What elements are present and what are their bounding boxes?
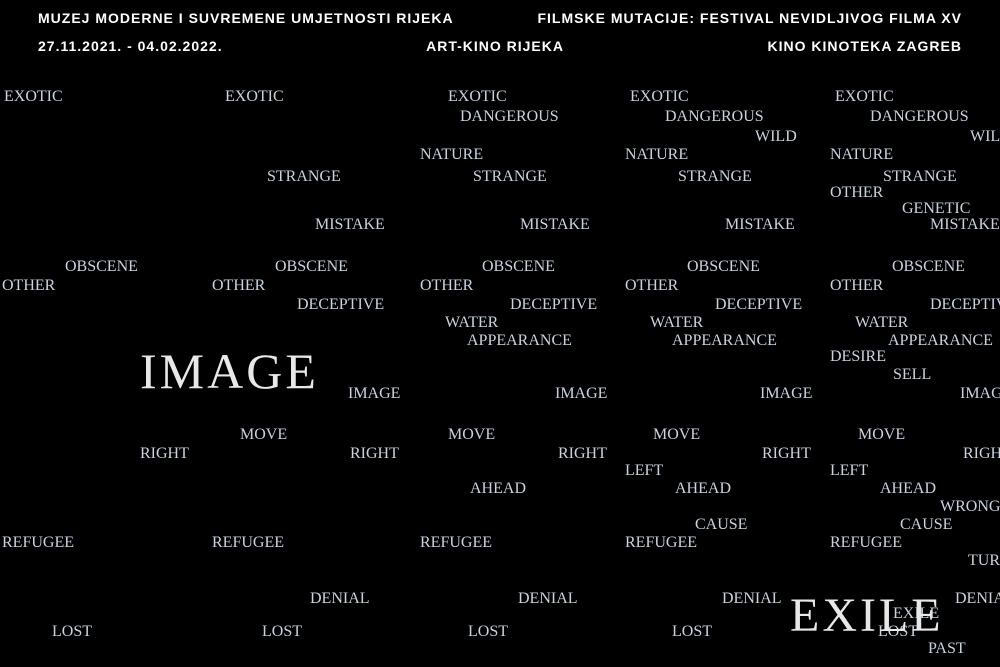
art-word: MOVE <box>448 426 495 444</box>
header-row-2: 27.11.2021. - 04.02.2022. ART-KINO RIJEK… <box>0 26 1000 54</box>
art-word: DANGEROUS <box>665 108 764 126</box>
art-word: NATURE <box>420 146 483 164</box>
art-word: DENIAL <box>518 590 578 608</box>
art-word: WILD <box>755 128 797 146</box>
header-museum: MUZEJ MODERNE I SUVREMENE UMJETNOSTI RIJ… <box>38 10 454 26</box>
art-word: LEFT <box>625 462 663 480</box>
art-word: DECEPTIVE <box>510 296 597 314</box>
header-venue-1: ART-KINO RIJEKA <box>426 38 564 54</box>
art-word: OBSCENE <box>275 258 348 276</box>
art-word: WRONG <box>940 498 1000 516</box>
art-word: LOST <box>672 623 712 641</box>
art-word: APPEARANCE <box>467 332 572 350</box>
art-word: WATER <box>650 314 703 332</box>
art-word: DECEPTIVE <box>715 296 802 314</box>
art-word: LOST <box>52 623 92 641</box>
art-word: RIGHT <box>350 445 399 463</box>
art-word: STRANGE <box>883 168 957 186</box>
art-word: RIGHT <box>963 445 1000 463</box>
art-word: REFUGEE <box>830 534 902 552</box>
art-word: IMAGE <box>960 385 1000 403</box>
art-word: WATER <box>445 314 498 332</box>
art-word: MOVE <box>653 426 700 444</box>
art-word: EXOTIC <box>225 88 284 106</box>
art-word: DECEPTIVE <box>930 296 1000 314</box>
art-word: REFUGEE <box>212 534 284 552</box>
header-dates: 27.11.2021. - 04.02.2022. <box>38 38 223 54</box>
header-venue-2: KINO KINOTEKA ZAGREB <box>768 38 962 54</box>
art-word: OBSCENE <box>687 258 760 276</box>
art-word: TURN <box>968 552 1000 570</box>
art-word: LOST <box>262 623 302 641</box>
art-word: APPEARANCE <box>888 332 993 350</box>
art-word: IMAGE <box>760 385 812 403</box>
art-word: NATURE <box>625 146 688 164</box>
art-word: OTHER <box>830 277 883 295</box>
header-festival: FILMSKE MUTACIJE: FESTIVAL NEVIDLJIVOG F… <box>537 10 962 26</box>
art-word: RIGHT <box>140 445 189 463</box>
art-word: LOST <box>468 623 508 641</box>
art-word: CAUSE <box>695 516 747 534</box>
art-word: DENIAL <box>955 590 1000 608</box>
art-word: OTHER <box>420 277 473 295</box>
art-word: OTHER <box>2 277 55 295</box>
art-word: OBSCENE <box>482 258 555 276</box>
art-word: MISTAKE <box>725 216 795 234</box>
art-word: AHEAD <box>675 480 731 498</box>
art-word: MOVE <box>240 426 287 444</box>
art-word: DESIRE <box>830 348 886 366</box>
art-word: LEFT <box>830 462 868 480</box>
art-word: OTHER <box>625 277 678 295</box>
art-word: DANGEROUS <box>870 108 969 126</box>
art-word: REFUGEE <box>625 534 697 552</box>
art-word: DECEPTIVE <box>297 296 384 314</box>
art-word: OTHER <box>212 277 265 295</box>
art-word: AHEAD <box>470 480 526 498</box>
art-word: MISTAKE <box>315 216 385 234</box>
big-art-word: IMAGE <box>140 342 319 400</box>
art-word: EXOTIC <box>4 88 63 106</box>
art-word: STRANGE <box>267 168 341 186</box>
header: MUZEJ MODERNE I SUVREMENE UMJETNOSTI RIJ… <box>0 0 1000 54</box>
word-canvas: EXOTIC OBSCENE OTHER RIGHT REFUGEE LOST EXOTIC… <box>0 0 1000 667</box>
art-word: REFUGEE <box>420 534 492 552</box>
art-word: IMAGE <box>555 385 607 403</box>
art-word: AHEAD <box>880 480 936 498</box>
art-word: MISTAKE <box>930 216 1000 234</box>
art-word: STRANGE <box>473 168 547 186</box>
art-word: OBSCENE <box>65 258 138 276</box>
art-word: NATURE <box>830 146 893 164</box>
art-word: EXOTIC <box>630 88 689 106</box>
header-row-1: MUZEJ MODERNE I SUVREMENE UMJETNOSTI RIJ… <box>0 0 1000 26</box>
art-word: OBSCENE <box>892 258 965 276</box>
art-word: REFUGEE <box>2 534 74 552</box>
art-word: WATER <box>855 314 908 332</box>
art-word: MISTAKE <box>520 216 590 234</box>
art-word: STRANGE <box>678 168 752 186</box>
big-art-word: EXILE <box>790 588 944 643</box>
art-word: DANGEROUS <box>460 108 559 126</box>
art-word: APPEARANCE <box>672 332 777 350</box>
art-word: SELL <box>893 366 931 384</box>
art-word: WILD <box>970 128 1000 146</box>
art-word: EXOTIC <box>448 88 507 106</box>
art-word: RIGHT <box>558 445 607 463</box>
art-word: OTHER <box>830 184 883 202</box>
art-word: MOVE <box>858 426 905 444</box>
art-word: CAUSE <box>900 516 952 534</box>
art-word: DENIAL <box>722 590 782 608</box>
art-word: RIGHT <box>762 445 811 463</box>
art-word: DENIAL <box>310 590 370 608</box>
art-word: EXOTIC <box>835 88 894 106</box>
art-word: IMAGE <box>348 385 400 403</box>
